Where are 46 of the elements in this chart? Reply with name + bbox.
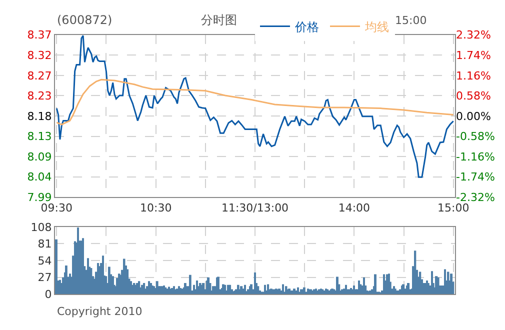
bar (336, 276, 338, 294)
y2-tick-label: 1.16% (456, 69, 491, 82)
line-series (56, 78, 454, 126)
y-tick-label: 81 (38, 238, 52, 251)
y2-tick-label: 2.32% (456, 28, 491, 42)
bar (237, 284, 240, 294)
y-tick-label: 8.27 (27, 69, 52, 82)
y-tick-label: 8.13 (27, 130, 52, 144)
bar (419, 272, 422, 294)
text: 15:00 (395, 14, 427, 27)
y-tick-label: 108 (30, 220, 52, 234)
y-tick-label: 8.04 (27, 170, 52, 184)
x-tick-label: 10:30 (140, 201, 172, 214)
y-tick-label: 8.32 (27, 48, 52, 62)
y2-tick-label: -1.16% (456, 150, 495, 164)
y-tick-label: 8.09 (27, 150, 52, 164)
chart-title: (600872) (57, 13, 112, 27)
y-tick-label: 27 (38, 271, 52, 284)
chart-subtitle: 分时图 (201, 13, 237, 27)
bar (65, 266, 68, 294)
legend-label: 均线 (364, 20, 389, 34)
x-tick-label: 14:00 (338, 201, 370, 214)
y-tick-label: 8.18 (27, 110, 52, 123)
y-tick-label: 8.23 (27, 90, 52, 103)
bar (156, 281, 158, 294)
line-series (56, 34, 454, 178)
bar (257, 286, 260, 294)
bar (189, 274, 192, 294)
y2-tick-label: 0.58% (456, 90, 491, 103)
y2-tick-label: -1.74% (456, 170, 495, 184)
y-tick-label: 0 (44, 288, 52, 302)
bar (305, 292, 308, 294)
bar (267, 284, 270, 294)
bar (123, 258, 126, 294)
legend-label: 价格 (294, 20, 319, 34)
y2-tick-label: 0.00% (456, 110, 491, 123)
y-tick-label: 8.37 (27, 28, 52, 42)
bar (414, 250, 416, 294)
text: Copyright 2010 (57, 305, 142, 318)
y2-tick-label: -0.58% (456, 130, 495, 144)
bar (374, 274, 376, 294)
y2-tick-label: 1.74% (456, 48, 491, 62)
bar (353, 285, 355, 294)
y-tick-label: 54 (38, 254, 52, 268)
bar (55, 239, 58, 294)
x-tick-label: 11:30/13:00 (221, 201, 289, 214)
